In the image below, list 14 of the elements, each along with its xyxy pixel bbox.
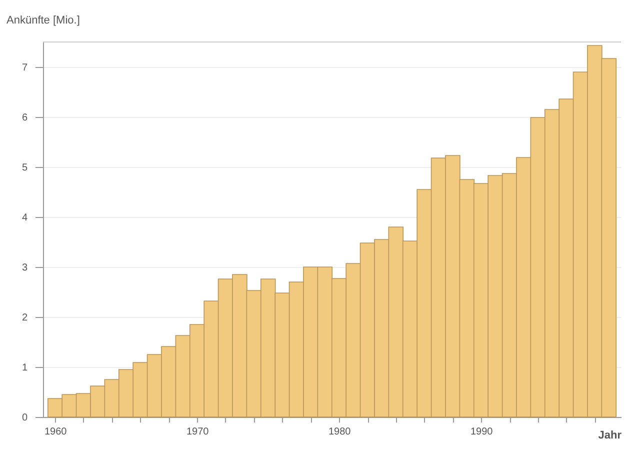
x-tick-label: 1960	[44, 426, 68, 438]
y-axis-title: Ankünfte [Mio.]	[6, 14, 80, 26]
y-tick-label: 6	[22, 112, 28, 124]
y-tick-label: 3	[22, 262, 28, 274]
y-tick-label: 2	[22, 312, 28, 324]
x-tick-label: 1970	[186, 426, 210, 438]
x-tick-label: 1990	[470, 426, 494, 438]
x-tick-label: 1980	[328, 426, 352, 438]
y-tick-label: 0	[22, 412, 28, 424]
y-tick-label: 7	[22, 62, 28, 74]
y-tick-label: 1	[22, 362, 28, 374]
y-tick-label: 5	[22, 162, 28, 174]
x-axis-title: Jahr	[598, 430, 622, 442]
y-tick-label: 4	[22, 212, 28, 224]
